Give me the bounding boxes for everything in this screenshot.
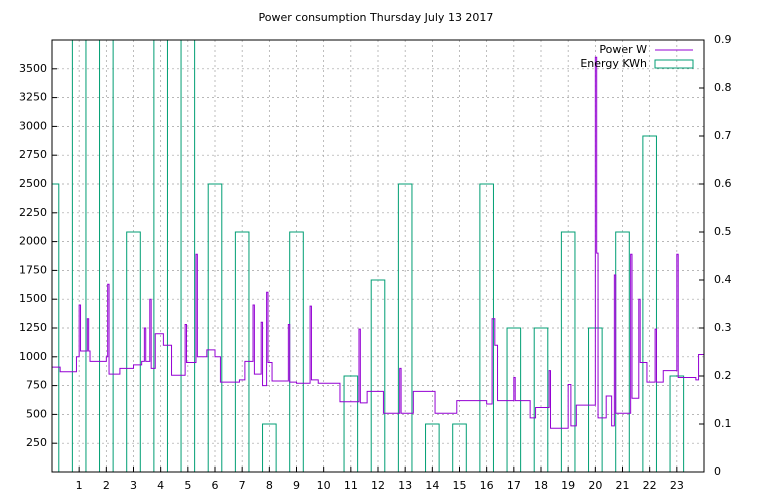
x-tick-label: 18 <box>534 479 548 492</box>
energy-box <box>153 40 168 472</box>
x-tick-label: 14 <box>425 479 439 492</box>
energy-box <box>52 183 60 472</box>
x-tick-label: 16 <box>480 479 494 492</box>
x-tick-label: 9 <box>293 479 300 492</box>
energy-box <box>479 183 494 472</box>
x-tick-label: 13 <box>398 479 412 492</box>
energy-box <box>180 40 196 472</box>
x-tick-label: 21 <box>616 479 630 492</box>
plot-area <box>52 40 704 472</box>
y-tick-label: 1500 <box>19 292 47 305</box>
y2-tick-label: 0 <box>714 465 721 478</box>
x-tick-label: 8 <box>266 479 273 492</box>
y2-tick-label: 0.1 <box>714 417 732 430</box>
y-tick-label: 3000 <box>19 119 47 132</box>
energy-box <box>397 183 413 472</box>
energy-box <box>343 375 359 472</box>
y-tick-label: 1750 <box>19 263 47 276</box>
legend-swatch <box>654 59 694 69</box>
y-tick-label: 1000 <box>19 350 47 363</box>
x-tick-label: 15 <box>453 479 467 492</box>
y2-tick-label: 0.7 <box>714 129 732 142</box>
y-tick-label: 3500 <box>19 62 47 75</box>
energy-box <box>99 40 114 472</box>
y-tick-label: 2750 <box>19 148 47 161</box>
power-line <box>52 56 704 429</box>
y2-tick-label: 0.4 <box>714 273 732 286</box>
x-tick-label: 20 <box>588 479 602 492</box>
y2-tick-label: 0.6 <box>714 177 732 190</box>
x-tick-label: 5 <box>184 479 191 492</box>
y2-tick-label: 0.2 <box>714 369 732 382</box>
y2-tick-label: 0.3 <box>714 321 732 334</box>
y-tick-label: 250 <box>26 436 47 449</box>
y2-tick-label: 0.8 <box>714 81 732 94</box>
energy-box <box>126 231 141 472</box>
y-tick-label: 1250 <box>19 321 47 334</box>
energy-box <box>370 279 386 472</box>
energy-box <box>234 231 250 472</box>
legend-label: Power W <box>599 43 647 56</box>
x-tick-label: 4 <box>157 479 164 492</box>
x-tick-label: 2 <box>103 479 110 492</box>
x-tick-label: 6 <box>212 479 219 492</box>
energy-box <box>669 375 685 472</box>
energy-box <box>506 327 522 472</box>
x-tick-label: 23 <box>670 479 684 492</box>
x-tick-label: 19 <box>561 479 575 492</box>
plot-border <box>51 39 705 473</box>
energy-box <box>560 231 576 472</box>
energy-box <box>262 423 277 472</box>
y-tick-label: 2500 <box>19 177 47 190</box>
x-tick-label: 10 <box>317 479 331 492</box>
energy-box <box>207 183 223 472</box>
x-tick-label: 12 <box>371 479 385 492</box>
legend-label: Energy KWh <box>580 57 647 70</box>
energy-box <box>533 327 549 472</box>
y-tick-label: 2250 <box>19 206 47 219</box>
y2-tick-label: 0.9 <box>714 33 732 46</box>
x-tick-label: 1 <box>76 479 83 492</box>
y2-tick-label: 0.5 <box>714 225 732 238</box>
chart-title: Power consumption Thursday July 13 2017 <box>259 11 494 24</box>
y-tick-label: 750 <box>26 379 47 392</box>
x-tick-label: 7 <box>239 479 246 492</box>
x-tick-label: 17 <box>507 479 521 492</box>
energy-box <box>642 135 657 472</box>
y-tick-label: 2000 <box>19 235 47 248</box>
y-tick-label: 500 <box>26 407 47 420</box>
y-tick-label: 3250 <box>19 91 47 104</box>
energy-box <box>425 423 440 472</box>
x-tick-label: 3 <box>130 479 137 492</box>
x-tick-label: 11 <box>344 479 358 492</box>
energy-box <box>71 40 87 472</box>
x-tick-label: 22 <box>643 479 657 492</box>
energy-box <box>452 423 467 472</box>
